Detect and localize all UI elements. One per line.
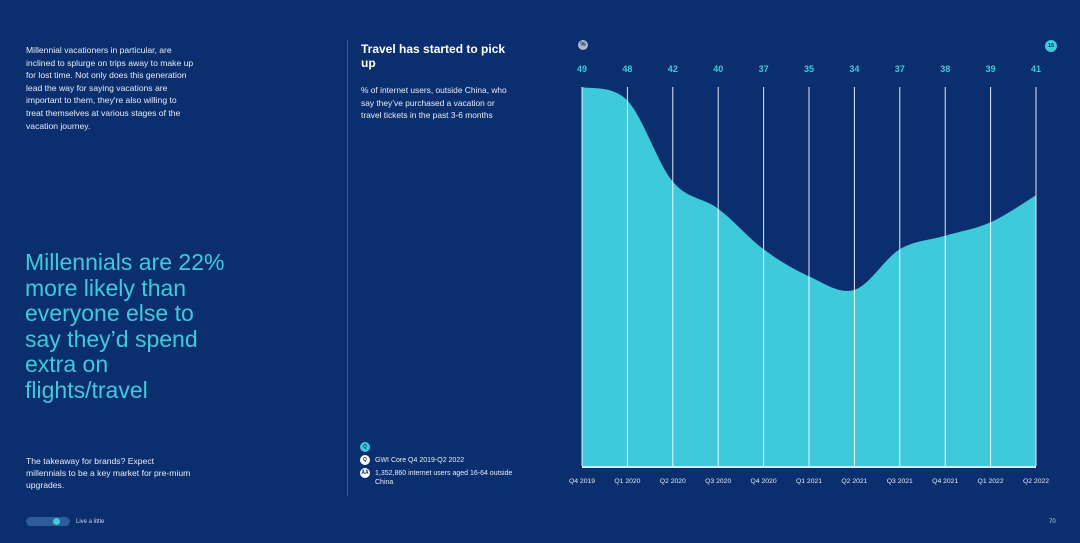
x-tick-label-5: Q1 2021 xyxy=(796,478,822,485)
source-top-row: Q xyxy=(360,442,520,452)
column-divider xyxy=(347,40,348,496)
x-tick-label-4: Q4 2020 xyxy=(751,478,777,485)
value-label-6: 34 xyxy=(849,64,859,74)
x-tick-label-3: Q3 2020 xyxy=(705,478,731,485)
source-survey-row: Q GWI Core Q4 2019-Q2 2022 xyxy=(360,455,520,465)
value-label-1: 48 xyxy=(622,64,632,74)
source-sample: 1,352,860 internet users aged 16-64 outs… xyxy=(375,470,513,486)
takeaway-text: The takeaway for brands? Expect millenni… xyxy=(26,456,191,491)
x-tick-label-8: Q4 2021 xyxy=(932,478,958,485)
x-tick-label-9: Q1 2022 xyxy=(978,478,1004,485)
section-label: Live a little xyxy=(76,518,105,525)
value-label-0: 49 xyxy=(577,64,587,74)
value-label-4: 37 xyxy=(759,64,769,74)
value-label-8: 38 xyxy=(940,64,950,74)
footer: Live a little xyxy=(26,517,104,526)
section-progress xyxy=(26,517,70,526)
headline-stat: Millennials are 22% more likely than eve… xyxy=(25,249,225,403)
value-label-9: 39 xyxy=(986,64,996,74)
value-label-3: 40 xyxy=(713,64,723,74)
calendar-icon: Q xyxy=(360,455,370,465)
x-tick-label-6: Q2 2021 xyxy=(841,478,867,485)
value-label-7: 37 xyxy=(895,64,905,74)
page-number: 70 xyxy=(1049,519,1056,525)
chart-subtitle: % of internet users, outside China, who … xyxy=(361,85,507,121)
value-label-10: 41 xyxy=(1031,64,1041,74)
marker-badge-icon: 15 xyxy=(1045,40,1057,52)
progress-indicator xyxy=(53,518,61,525)
x-tick-label-1: Q1 2020 xyxy=(614,478,640,485)
percent-icon: % xyxy=(578,40,588,50)
intro-text: Millennial vacationers in particular, ar… xyxy=(26,45,194,131)
source-survey: GWI Core Q4 2019-Q2 2022 xyxy=(375,457,465,464)
chart-title: Travel has started to pick up xyxy=(361,42,506,70)
source-tag-icon: Q xyxy=(360,442,370,452)
x-tick-label-2: Q2 2020 xyxy=(660,478,686,485)
value-label-2: 42 xyxy=(668,64,678,74)
x-tick-label-7: Q3 2021 xyxy=(887,478,913,485)
sources-block: Q Q GWI Core Q4 2019-Q2 2022 ÅÅ 1,352,86… xyxy=(360,442,520,490)
x-tick-label-0: Q4 2019 xyxy=(569,478,595,485)
x-tick-label-10: Q2 2022 xyxy=(1023,478,1049,485)
value-label-5: 35 xyxy=(804,64,814,74)
people-icon: ÅÅ xyxy=(360,468,370,478)
source-sample-row: ÅÅ 1,352,860 internet users aged 16-64 o… xyxy=(360,468,520,487)
